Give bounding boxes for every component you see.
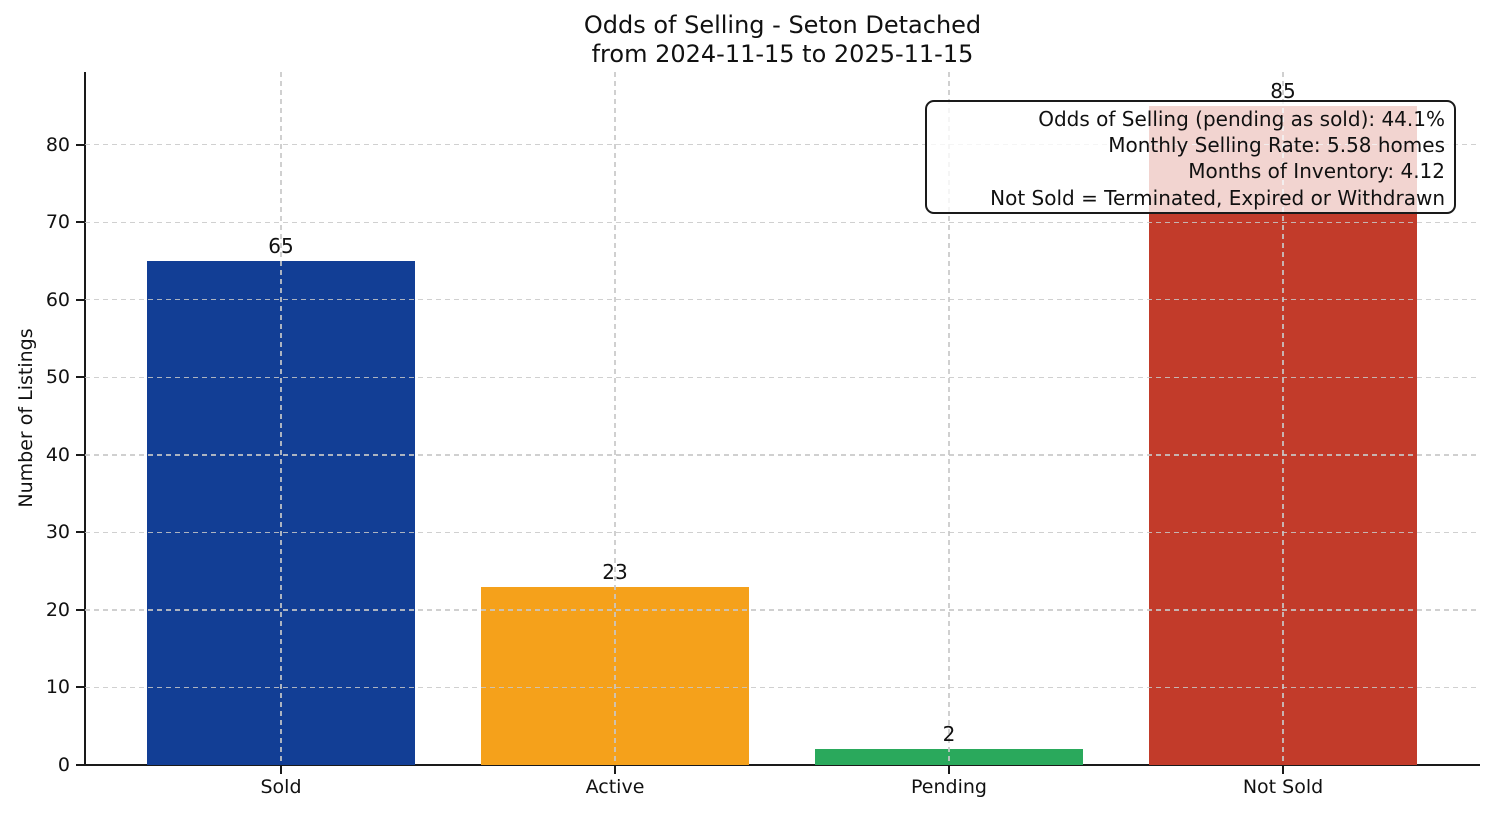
y-tick-label-60: 60	[45, 288, 70, 311]
y-tick-mark-0	[76, 764, 84, 766]
gridline-x-active	[614, 72, 616, 765]
y-tick-label-0: 0	[57, 754, 70, 776]
gridline-y-70	[85, 221, 1480, 223]
x-tick-mark-sold	[280, 766, 282, 774]
gridline-y-10	[85, 686, 1480, 689]
y-tick-label-30: 30	[45, 521, 70, 544]
y-tick-mark-50	[76, 376, 84, 379]
bar-value-label-active: 23	[602, 559, 628, 584]
x-tick-label-sold: Sold	[260, 776, 302, 798]
bar-value-label-sold: 65	[268, 234, 294, 259]
gridline-y-40	[85, 454, 1480, 456]
y-tick-label-80: 80	[45, 133, 70, 156]
bottom-axis-spine	[84, 764, 1480, 766]
y-tick-mark-70	[76, 221, 84, 224]
gridline-y-30	[85, 531, 1480, 534]
annotation-monthly-selling-rate: Monthly Selling Rate: 5.58 homes	[1108, 133, 1445, 158]
x-tick-label-pending: Pending	[911, 776, 987, 798]
gridline-x-not-sold	[1282, 72, 1284, 765]
y-tick-label-10: 10	[45, 676, 70, 699]
x-tick-mark-active	[614, 766, 616, 774]
annotation-not-sold-definition: Not Sold = Terminated, Expired or Withdr…	[990, 185, 1445, 210]
chart-title: Odds of Selling - Seton Detached	[583, 11, 982, 39]
y-tick-label-20: 20	[45, 598, 70, 621]
bar-value-label-not-sold: 85	[1270, 79, 1296, 104]
left-axis-spine	[84, 72, 86, 765]
annotation-months-of-inventory: Months of Inventory: 4.12	[1188, 159, 1445, 184]
gridline-y-20	[85, 609, 1480, 611]
gridline-y-50	[85, 376, 1480, 378]
y-tick-mark-30	[76, 531, 84, 534]
x-tick-mark-pending	[948, 766, 950, 774]
gridline-y-60	[85, 299, 1480, 301]
chart-subtitle: from 2024-11-15 to 2025-11-15	[591, 40, 974, 68]
gridline-x-sold	[280, 72, 282, 765]
y-tick-mark-60	[76, 298, 84, 301]
y-tick-mark-80	[76, 143, 84, 146]
chart-title-block: Odds of Selling - Seton Detached from 20…	[85, 11, 1480, 69]
x-tick-label-not-sold: Not Sold	[1242, 776, 1324, 798]
annotation-odds-of-selling: Odds of Selling (pending as sold): 44.1%	[1038, 107, 1445, 131]
y-tick-mark-20	[76, 608, 84, 611]
gridline-x-pending	[948, 72, 950, 765]
x-tick-mark-not-sold	[1282, 766, 1284, 774]
y-axis-label: Number of Listings	[15, 328, 37, 508]
y-tick-mark-40	[76, 453, 84, 456]
y-tick-mark-10	[76, 686, 84, 689]
annotation-box: Odds of Selling (pending as sold): 44.1%…	[925, 100, 1456, 214]
y-tick-label-50: 50	[45, 366, 70, 389]
bar-value-label-pending: 2	[942, 722, 956, 747]
y-tick-label-40: 40	[45, 443, 70, 466]
y-tick-label-70: 70	[45, 211, 70, 234]
x-tick-label-active: Active	[585, 776, 645, 798]
gridline-y-80	[85, 144, 1480, 146]
